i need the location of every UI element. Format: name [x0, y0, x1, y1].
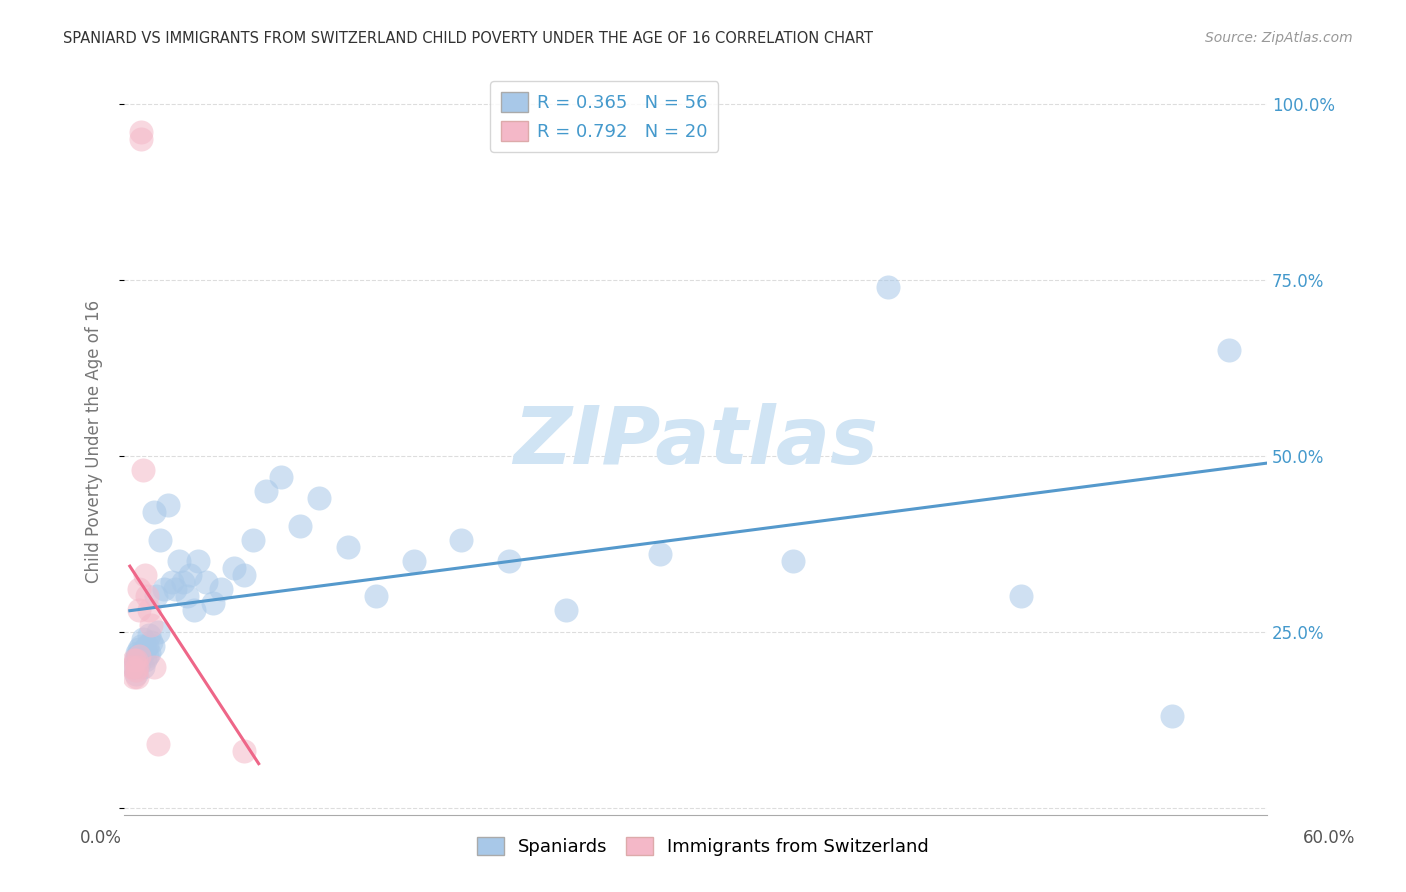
Point [135, 649, 157, 664]
Point [122, 653, 145, 667]
Point [179, 568, 201, 582]
Point [138, 628, 160, 642]
Point [187, 554, 209, 568]
Point [139, 635, 162, 649]
Point [132, 632, 155, 646]
Point [129, 649, 152, 664]
Legend: R = 0.365   N = 56, R = 0.792   N = 20: R = 0.365 N = 56, R = 0.792 N = 20 [489, 81, 718, 152]
Point [124, 653, 146, 667]
Point [129, 639, 152, 653]
Point [167, 554, 190, 568]
Text: 0.0%: 0.0% [80, 829, 122, 847]
Point [138, 603, 160, 617]
Point [143, 659, 166, 673]
Point [142, 639, 165, 653]
Point [132, 646, 155, 660]
Point [290, 519, 312, 533]
Point [222, 561, 245, 575]
Point [160, 575, 183, 590]
Point [121, 659, 143, 673]
Point [135, 590, 157, 604]
Point [153, 582, 176, 597]
Point [134, 642, 156, 657]
Point [165, 582, 187, 597]
Point [194, 575, 217, 590]
Point [404, 554, 426, 568]
Text: ZIPatlas: ZIPatlas [513, 402, 877, 481]
Point [148, 624, 170, 639]
Point [143, 505, 166, 519]
Point [172, 575, 194, 590]
Point [148, 737, 170, 751]
Point [134, 568, 156, 582]
Point [254, 483, 277, 498]
Point [156, 498, 179, 512]
Point [129, 125, 152, 139]
Point [128, 642, 150, 657]
Point [366, 590, 388, 604]
Point [128, 649, 150, 664]
Point [232, 744, 254, 758]
Point [127, 649, 149, 664]
Point [138, 646, 160, 660]
Point [134, 653, 156, 667]
Point [122, 670, 145, 684]
Text: SPANIARD VS IMMIGRANTS FROM SWITZERLAND CHILD POVERTY UNDER THE AGE OF 16 CORREL: SPANIARD VS IMMIGRANTS FROM SWITZERLAND … [63, 31, 873, 46]
Point [202, 596, 225, 610]
Point [183, 603, 205, 617]
Point [129, 132, 152, 146]
Point [124, 653, 146, 667]
Text: 60.0%: 60.0% [1302, 829, 1355, 847]
Legend: Spaniards, Immigrants from Switzerland: Spaniards, Immigrants from Switzerland [470, 830, 936, 863]
Point [124, 666, 146, 681]
Point [450, 533, 472, 547]
Point [127, 659, 149, 673]
Point [242, 533, 264, 547]
Point [128, 582, 150, 597]
Point [149, 533, 172, 547]
Point [132, 463, 155, 477]
Point [122, 659, 145, 673]
Point [128, 603, 150, 617]
Point [782, 554, 804, 568]
Point [270, 469, 292, 483]
Point [176, 590, 198, 604]
Point [128, 657, 150, 671]
Point [232, 568, 254, 582]
Point [135, 639, 157, 653]
Point [1218, 343, 1240, 357]
Point [124, 663, 146, 677]
Point [209, 582, 232, 597]
Point [498, 554, 520, 568]
Point [336, 540, 359, 554]
Point [1161, 709, 1184, 723]
Point [308, 491, 330, 505]
Y-axis label: Child Poverty Under the Age of 16: Child Poverty Under the Age of 16 [86, 300, 103, 583]
Point [127, 646, 149, 660]
Point [132, 659, 155, 673]
Point [554, 603, 576, 617]
Point [145, 590, 167, 604]
Point [876, 279, 898, 293]
Point [127, 670, 149, 684]
Text: Source: ZipAtlas.com: Source: ZipAtlas.com [1205, 31, 1353, 45]
Point [650, 547, 672, 561]
Point [139, 617, 162, 632]
Point [1010, 590, 1032, 604]
